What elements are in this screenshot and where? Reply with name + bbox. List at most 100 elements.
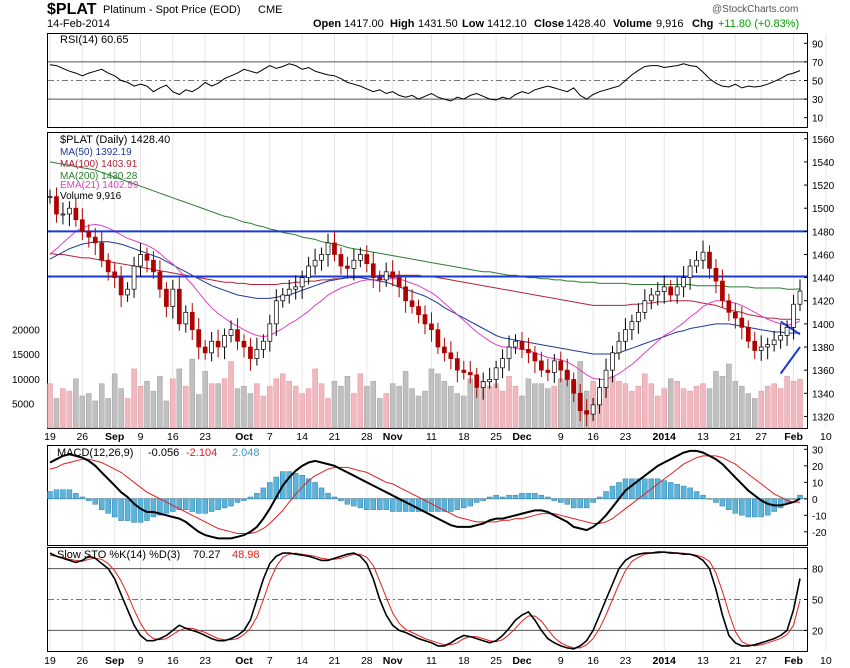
candle-body [312, 259, 318, 267]
x-tick-label: Nov [383, 655, 403, 667]
volume-bar [700, 383, 706, 429]
volume-bar [150, 390, 157, 429]
candle-body [636, 311, 641, 322]
macd-histogram-bar [150, 498, 157, 518]
volume-bar [402, 371, 409, 429]
volume-bar [713, 371, 719, 429]
macd-histogram-bar [480, 498, 486, 501]
macd-histogram-bar [176, 498, 183, 510]
macd-histogram-bar [706, 498, 713, 500]
candle-body [590, 404, 596, 415]
low-value: 1412.10 [487, 18, 527, 30]
macd-histogram-bar [667, 482, 674, 500]
volume-bar [422, 390, 428, 429]
candle-body [487, 379, 493, 383]
macd-histogram-bar [609, 485, 616, 500]
rsi-line [49, 63, 801, 102]
macd-histogram-bar [318, 487, 325, 500]
macd-histogram-bar [241, 498, 247, 501]
x-tick-label: 23 [620, 655, 632, 667]
candle-body [681, 277, 686, 288]
volume-bar [247, 393, 254, 429]
candle-body [752, 340, 758, 351]
x-tick-label: 7 [267, 655, 273, 667]
x-tick-label: 21 [329, 431, 341, 443]
volume-bar [98, 383, 105, 429]
volume-bar [370, 380, 377, 429]
volume-bar [344, 376, 351, 429]
candle-body [79, 219, 85, 232]
macd-histogram-bar [441, 498, 448, 512]
x-tick-label: 18 [458, 431, 470, 443]
x-tick-label: 23 [199, 655, 211, 667]
macd-histogram-bar [267, 482, 273, 500]
macd-histogram-bar [79, 496, 86, 500]
candle-body [435, 329, 441, 348]
candle-body [422, 314, 428, 325]
x-tick-label: 9 [558, 655, 564, 667]
volume-bar [538, 383, 545, 429]
volume-bar [680, 388, 687, 429]
candle-body [99, 242, 105, 261]
macd-histogram-bar [519, 493, 525, 500]
candle-body [215, 340, 221, 348]
macd-histogram-bar [596, 496, 603, 500]
macd-histogram-bar [221, 498, 228, 509]
candle-body [319, 254, 324, 261]
x-tick-label: 21 [730, 431, 742, 443]
volume-bar [461, 395, 467, 429]
candle-body [648, 294, 654, 302]
macd-histogram-bar [292, 473, 299, 500]
candle-body [345, 265, 350, 269]
macd-histogram-bar [376, 498, 383, 510]
change-label: Chg [692, 18, 713, 30]
macd-histogram-bar [629, 478, 635, 500]
x-tick-label: Dec [512, 655, 531, 667]
volume-bar [111, 373, 118, 429]
macd-histogram-bar [577, 498, 583, 509]
sto-tick-label: 50 [812, 596, 824, 607]
candle-body [92, 236, 98, 244]
candle-body [558, 360, 564, 371]
candle-body [105, 259, 111, 273]
macd-histogram-bar [590, 498, 596, 503]
volume-bar [506, 376, 512, 429]
candle-body [202, 346, 208, 354]
volume-bar [234, 388, 241, 429]
macd-histogram-bar [131, 498, 137, 523]
volume-bar [396, 385, 402, 429]
exchange-label: CME [258, 4, 282, 16]
macd-histogram-bar [202, 498, 208, 514]
volume-bar [655, 395, 661, 429]
macd-histogram-bar [745, 498, 752, 518]
macd-histogram-bar [467, 498, 474, 507]
candle-body [584, 410, 589, 415]
volume-bar [706, 388, 713, 429]
candle-body [474, 374, 480, 388]
volume-bar [202, 371, 208, 429]
rsi-title: RSI(14) 60.65 [60, 34, 128, 46]
volume-bar [86, 393, 92, 429]
macd-histogram-bar [687, 487, 693, 500]
candle-body [726, 300, 732, 313]
macd-histogram-bar [247, 496, 254, 500]
volume-label: Volume [613, 18, 652, 30]
price-legend: $PLAT (Daily) 1428.40 MA(50) 1392.19 MA(… [60, 134, 170, 202]
candle-body [183, 311, 189, 325]
candle-body [545, 369, 551, 373]
volume-bar [493, 383, 499, 429]
macd-histogram-bar [98, 498, 105, 510]
volume-bar [784, 376, 790, 429]
volume-bar [674, 380, 680, 429]
candle-body [144, 254, 150, 261]
volume-bar [667, 378, 674, 429]
candle-body [357, 254, 363, 261]
candle-body [280, 294, 286, 302]
volume-bar [351, 393, 357, 429]
macd-histogram-bar [564, 498, 570, 505]
candle-body [351, 259, 357, 269]
volume-bar [558, 378, 564, 429]
low-label: Low [462, 18, 484, 30]
volume-bar [797, 378, 803, 429]
